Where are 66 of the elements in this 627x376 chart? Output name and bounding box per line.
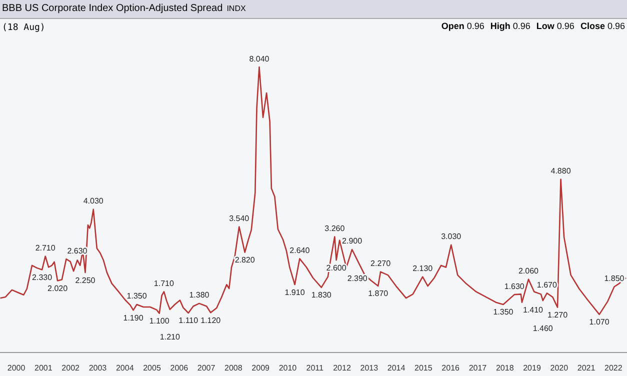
- data-label: 1.850: [604, 274, 625, 283]
- x-tick-label: 2001: [34, 363, 53, 372]
- data-label: 1.120: [200, 316, 222, 325]
- data-label: 1.350: [493, 308, 514, 317]
- text: Low 0.96: [536, 21, 574, 31]
- x-tick-label: 2006: [170, 363, 189, 372]
- x-tick-label: 2010: [278, 363, 298, 372]
- data-label: 4.880: [550, 166, 572, 176]
- text: Close 0.96: [580, 21, 625, 31]
- data-label: 2.020: [48, 284, 68, 293]
- data-label: 1.110: [178, 316, 199, 326]
- data-label: 1.380: [189, 290, 210, 300]
- x-tick-label: 2008: [224, 363, 243, 372]
- x-tick-label: 2007: [197, 363, 216, 372]
- x-tick-label: 2005: [143, 363, 162, 372]
- x-tick-label: 2011: [306, 363, 324, 372]
- data-label: 3.540: [229, 214, 250, 223]
- data-label: 1.070: [589, 318, 610, 327]
- data-label: 2.900: [342, 236, 363, 246]
- chart-subtitle: INDX: [226, 4, 246, 13]
- x-tick-label: 2018: [496, 363, 514, 372]
- data-label: 2.640: [290, 246, 310, 255]
- data-label: 2.390: [347, 274, 368, 283]
- data-label: 2.710: [35, 243, 56, 252]
- data-label: 1.270: [548, 310, 568, 320]
- text: (18 Aug): [2, 23, 46, 33]
- x-tick-label: 2021: [577, 363, 596, 372]
- x-tick-label: 2000: [7, 363, 26, 372]
- data-label: 2.820: [234, 256, 256, 265]
- data-label: 1.630: [504, 282, 525, 291]
- x-tick-label: 2003: [88, 363, 108, 372]
- data-label: 1.460: [532, 324, 554, 333]
- data-label: 1.190: [123, 313, 144, 322]
- data-label: 1.410: [522, 306, 544, 315]
- data-label: 2.330: [32, 272, 53, 282]
- text: Open 0.96: [441, 21, 484, 31]
- data-label: 2.270: [370, 259, 392, 268]
- data-label: 1.910: [284, 288, 306, 297]
- data-label: 2.060: [518, 266, 540, 276]
- data-label: 3.260: [324, 224, 346, 233]
- x-tick-label: 2016: [442, 363, 460, 372]
- x-tick-label: 2014: [387, 363, 406, 372]
- data-label: 1.350: [126, 292, 148, 301]
- chart-title: BBB US Corporate Index Option-Adjusted Spread: [2, 3, 223, 14]
- data-label: 1.830: [311, 290, 332, 300]
- text: High 0.96: [490, 21, 530, 31]
- x-tick-label: 2013: [360, 363, 379, 372]
- data-label: 8.040: [249, 54, 270, 64]
- data-label: 3.030: [441, 232, 462, 242]
- data-label: 1.100: [149, 316, 170, 326]
- data-label: 1.710: [154, 278, 174, 288]
- x-tick-label: 2012: [333, 363, 352, 372]
- x-tick-label: 2004: [116, 363, 134, 372]
- x-tick-label: 2009: [252, 363, 270, 372]
- data-label: 2.250: [75, 276, 96, 285]
- data-label: 4.030: [83, 196, 104, 206]
- x-tick-label: 2015: [414, 363, 433, 372]
- data-label: 1.210: [160, 332, 180, 342]
- x-tick-label: 2020: [550, 363, 569, 372]
- x-tick-label: 2022: [604, 363, 623, 372]
- data-label: 1.670: [536, 280, 558, 290]
- data-label: 1.870: [368, 289, 389, 298]
- x-tick-label: 2002: [62, 363, 80, 372]
- x-tick-label: 2019: [523, 363, 542, 372]
- x-tick-label: 2017: [468, 363, 488, 372]
- data-label: 2.130: [412, 264, 434, 274]
